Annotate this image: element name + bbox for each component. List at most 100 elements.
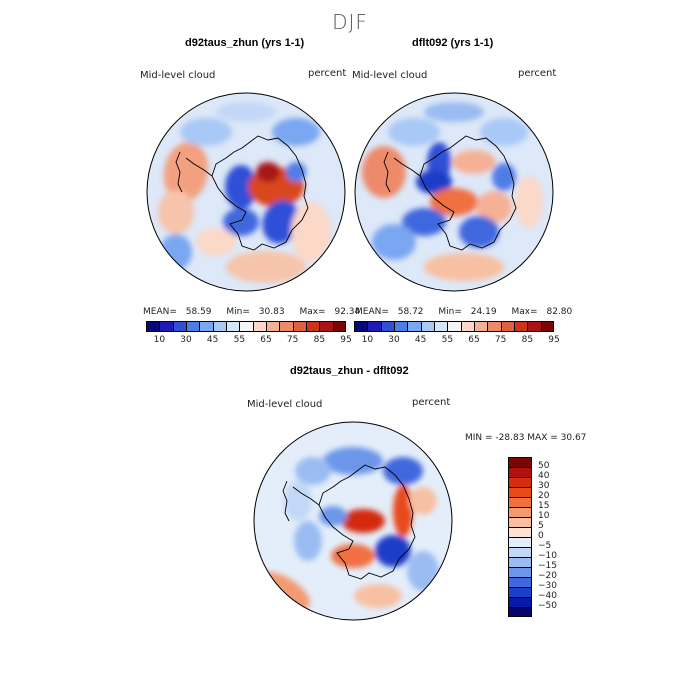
panel3-variable: Mid-level cloud: [247, 399, 323, 410]
panel1-max: 92.34: [334, 307, 361, 317]
panel3-contour-region: [354, 584, 402, 608]
panel2-colorbar-box: [367, 321, 381, 332]
panel3-contour-region: [294, 521, 322, 561]
panel1-colorbar-box: [239, 321, 253, 332]
panel3-contour-region: [284, 481, 312, 521]
panel1-colorbar-box: [212, 321, 226, 332]
panel1-min: 30.83: [258, 307, 285, 317]
panel1-antarctica-coastline: [211, 135, 309, 251]
panel1-contour-region: [225, 165, 257, 209]
season-title: DJF: [332, 10, 368, 34]
panel2-min: 24.19: [470, 307, 497, 317]
panel3-minmax: MIN = -28.83 MAX = 30.67: [465, 433, 587, 443]
panel1-contour-region: [160, 234, 192, 270]
difference-colorbar: [508, 457, 532, 617]
panel1-colorbar-box: [225, 321, 240, 332]
panel2-max-label: Max=: [511, 307, 538, 317]
panel1-colorbar-label: 10: [153, 335, 166, 345]
difference-colorbar-box: [508, 477, 532, 487]
panel2-peninsula-coastline: [383, 151, 421, 193]
panel2-contour-region: [515, 176, 543, 228]
difference-colorbar-box: [508, 557, 532, 567]
panel1-colorbar-box: [305, 321, 320, 332]
panel3-contour-region: [295, 457, 331, 485]
panel3-contour-region: [341, 509, 385, 533]
difference-colorbar-box: [508, 567, 532, 577]
panel2-map-boundary: [354, 92, 554, 292]
panel2-contour-region: [480, 118, 528, 146]
panel1-mean: 58.59: [185, 307, 212, 317]
panel3-contour-region: [407, 551, 439, 591]
panel1-contour-region: [256, 162, 280, 182]
difference-colorbar-box: [508, 507, 532, 517]
panel2-colorbar-box: [473, 321, 488, 332]
difference-colorbar-box: [508, 537, 532, 547]
panel1-colorbar-label: 95: [340, 335, 352, 345]
panel1-stats: MEAN= 58.59 Min= 30.83 Max= 92.34: [143, 307, 360, 317]
panel3-antarctica-coastline: [318, 464, 416, 580]
panel2-min-label: Min=: [438, 307, 462, 317]
panel1-colorbar-label: 75: [286, 335, 299, 345]
panel1-variable: Mid-level cloud: [140, 70, 216, 81]
panel1-contour-region: [163, 142, 209, 202]
difference-colorbar-box: [508, 587, 532, 597]
panel2-contour-region: [476, 191, 512, 223]
panel2-colorbar-box: [420, 321, 434, 332]
difference-colorbar-label: 10: [538, 511, 550, 521]
difference-colorbar-label: −50: [538, 601, 557, 611]
panel3-contour-region: [383, 457, 423, 485]
panel2-colorbar-box: [527, 321, 541, 332]
panel2-antarctica-coastline: [419, 135, 517, 251]
panel2-colorbar-box: [380, 321, 394, 332]
panel1-colorbar-box: [146, 321, 160, 332]
difference-colorbar-label: 0: [538, 531, 544, 541]
panel1-contour-region: [196, 228, 236, 256]
difference-colorbar-box: [508, 597, 532, 607]
panel1-colorbar-boxes: [146, 321, 346, 332]
panel3-units: percent: [412, 397, 451, 408]
difference-colorbar-label: 40: [538, 471, 550, 481]
panel3-peninsula-coastline: [282, 480, 320, 522]
panel2-colorbar-box: [540, 321, 554, 332]
panel2-units: percent: [518, 68, 557, 79]
panel3-contour-region: [375, 535, 411, 567]
difference-colorbar-box: [508, 517, 532, 527]
difference-colorbar-label: 30: [538, 481, 550, 491]
panel2-contour-region: [430, 188, 478, 216]
difference-colorbar-label: −5: [538, 541, 552, 551]
panel2-contour-region: [424, 102, 484, 122]
panel2-title: dflt092 (yrs 1-1): [412, 37, 494, 49]
panel2-mean: 58.72: [397, 307, 424, 317]
difference-colorbar-label: −20: [538, 571, 557, 581]
panel3-title: d92taus_zhun - dflt092: [290, 365, 409, 377]
panel2-field: [355, 93, 553, 291]
panel1-colorbar-box: [279, 321, 293, 332]
panel1-contour-region: [180, 118, 232, 146]
panel2-colorbar-boxes: [354, 321, 554, 332]
panel2-colorbar-label: 30: [388, 335, 400, 345]
difference-colorbar-label: −30: [538, 581, 557, 591]
panel1-contour-region: [272, 118, 320, 146]
difference-colorbar-box: [508, 607, 532, 617]
panel3-contour-region: [319, 506, 347, 526]
difference-colorbar-label: −15: [538, 561, 557, 571]
panel1-colorbar-box: [265, 321, 280, 332]
panel3-field: [254, 422, 452, 620]
panel2-polar-map: [354, 92, 554, 292]
panel2-contour-region: [402, 208, 446, 236]
panel1-colorbar-box: [332, 321, 346, 332]
panel1-polar-map: [146, 92, 346, 292]
panel2-colorbar-label: 75: [494, 335, 507, 345]
panel1-colorbar-label: 65: [260, 335, 272, 345]
panel2-colorbar-label: 10: [361, 335, 374, 345]
panel2-contour-region: [416, 170, 452, 194]
difference-colorbar-box: [508, 527, 532, 537]
panel1-colorbar-box: [292, 321, 306, 332]
panel1-map-boundary: [146, 92, 346, 292]
panel3-contour-region: [393, 485, 413, 537]
panel1-max-label: Max=: [299, 307, 326, 317]
difference-colorbar-label: 50: [538, 461, 550, 471]
panel1-colorbar-label: 55: [233, 335, 246, 345]
panel3-contour-region: [409, 487, 437, 515]
difference-colorbar-label: 20: [538, 491, 550, 501]
